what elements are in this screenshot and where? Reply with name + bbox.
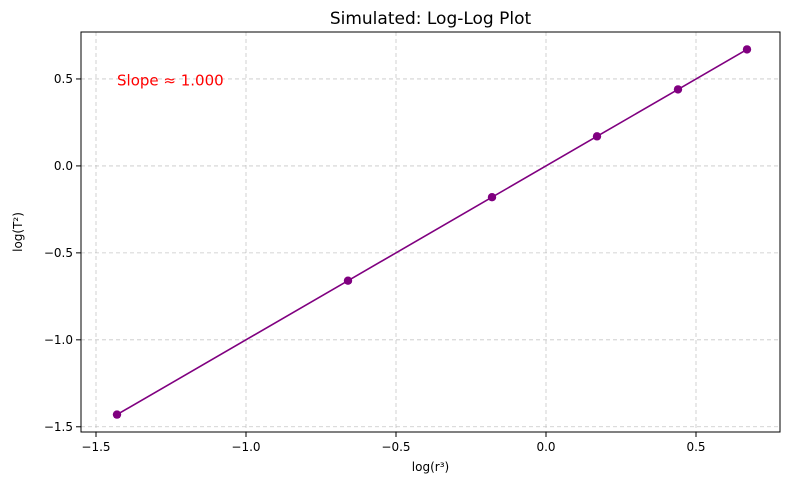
data-point (592, 132, 602, 141)
x-tick-label: −1.0 (231, 440, 260, 454)
x-axis-label: log(r³) (412, 460, 449, 474)
y-axis-label: log(T²) (11, 212, 25, 252)
tick-layer: −1.5 −1.0 −0.5 0.0 0.5 −1.5 −1.0 −0.5 0.0 0.5 (44, 72, 706, 454)
series-line (116, 48, 748, 416)
annotation-layer: Slope ≈ 1.000 (117, 72, 224, 90)
series-layer (112, 45, 752, 419)
chart-title: Simulated: Log-Log Plot (330, 9, 532, 29)
x-tick-label: 0.5 (686, 440, 705, 454)
x-tick-label: −1.5 (81, 440, 110, 454)
y-tick-label: −1.5 (44, 420, 73, 434)
data-point (487, 193, 497, 202)
y-tick-label: −1.0 (44, 333, 73, 347)
data-point (112, 410, 122, 419)
plot-frame (80, 31, 781, 433)
y-tick-label: 0.0 (54, 159, 73, 173)
x-tick-label: −0.5 (381, 440, 410, 454)
grid-layer (81, 32, 780, 432)
x-tick-label: 0.0 (536, 440, 555, 454)
data-point (343, 276, 353, 285)
y-tick-label: −0.5 (44, 246, 73, 260)
data-point (742, 45, 752, 54)
slope-annotation: Slope ≈ 1.000 (117, 72, 224, 90)
y-tick-label: 0.5 (54, 72, 73, 86)
data-point (673, 85, 683, 94)
